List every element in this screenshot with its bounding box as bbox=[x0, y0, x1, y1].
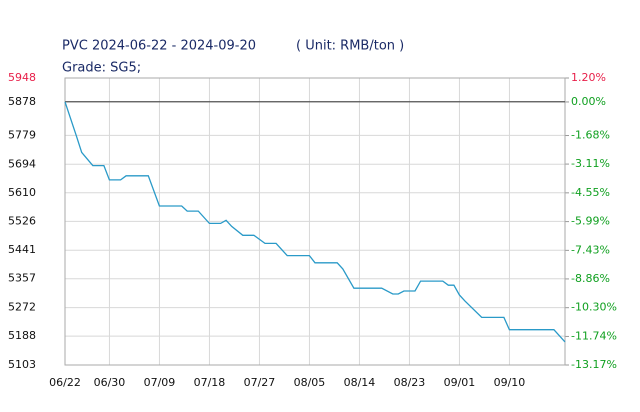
unit-label: ( Unit: RMB/ton ) bbox=[296, 39, 404, 54]
x-tick-label: 07/27 bbox=[244, 376, 276, 389]
x-tick-label: 08/05 bbox=[294, 376, 326, 389]
x-tick-label: 08/23 bbox=[394, 376, 426, 389]
y2-tick-label: -7.43% bbox=[571, 243, 610, 256]
x-tick-label: 08/14 bbox=[344, 376, 376, 389]
y-tick-label: 5441 bbox=[8, 243, 36, 256]
y-tick-label: 5694 bbox=[8, 157, 36, 170]
price-line bbox=[64, 101, 566, 343]
y-tick-label: 5948 bbox=[8, 71, 36, 84]
x-tick-label: 07/18 bbox=[194, 376, 226, 389]
y-tick-label: 5610 bbox=[8, 186, 36, 199]
x-tick-label: 06/30 bbox=[94, 376, 126, 389]
y-tick-label: 5779 bbox=[8, 128, 36, 141]
x-tick-label: 06/22 bbox=[49, 376, 81, 389]
y2-tick-label: -8.86% bbox=[571, 272, 610, 285]
y2-tick-label: -11.74% bbox=[571, 329, 617, 342]
x-tick-label: 09/10 bbox=[494, 376, 526, 389]
y2-tick-label: -10.30% bbox=[571, 301, 617, 314]
y-tick-label: 5188 bbox=[8, 329, 36, 342]
y-tick-label: 5272 bbox=[8, 301, 36, 314]
y2-tick-label: -1.68% bbox=[571, 129, 610, 142]
y2-tick-label: -4.55% bbox=[571, 186, 610, 199]
plot-frame bbox=[64, 77, 566, 366]
y-tick-label: 5526 bbox=[8, 214, 36, 227]
y-tick-label: 5103 bbox=[8, 358, 36, 371]
y2-tick-label: -5.99% bbox=[571, 215, 610, 228]
x-tick-label: 07/09 bbox=[144, 376, 176, 389]
chart-subtitle: Grade: SG5; bbox=[62, 61, 141, 76]
x-tick-label: 09/01 bbox=[444, 376, 476, 389]
y-tick-label: 5357 bbox=[8, 272, 36, 285]
y2-tick-label: -3.11% bbox=[571, 157, 610, 170]
y2-tick-label: -13.17% bbox=[571, 358, 617, 371]
chart-title: PVC 2024-06-22 - 2024-09-20 bbox=[62, 39, 256, 54]
y-tick-label: 5878 bbox=[8, 95, 36, 108]
y2-tick-label: 1.20% bbox=[571, 71, 606, 84]
y2-tick-label: 0.00% bbox=[571, 95, 606, 108]
